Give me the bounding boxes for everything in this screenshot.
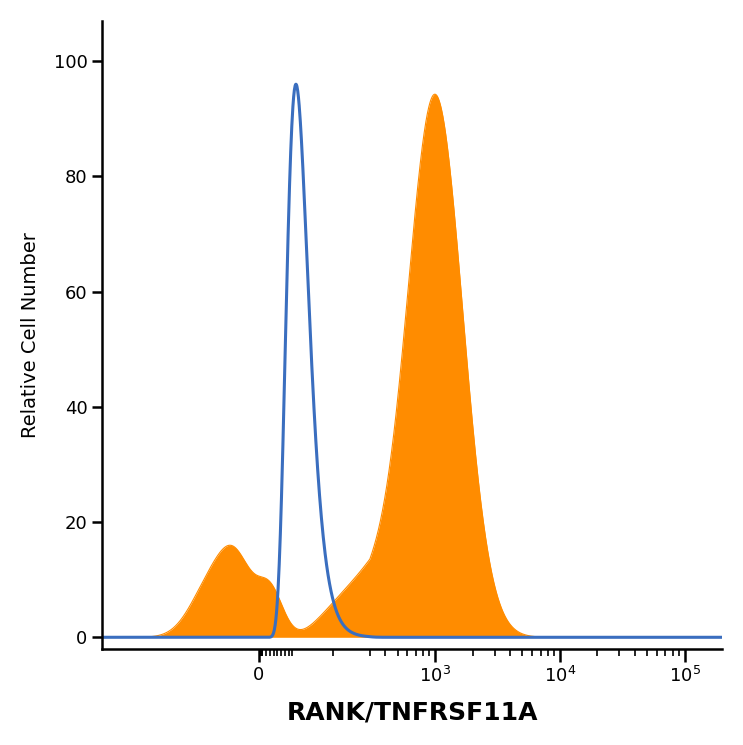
X-axis label: RANK/TNFRSF11A: RANK/TNFRSF11A <box>286 700 538 724</box>
Y-axis label: Relative Cell Number: Relative Cell Number <box>21 232 40 438</box>
